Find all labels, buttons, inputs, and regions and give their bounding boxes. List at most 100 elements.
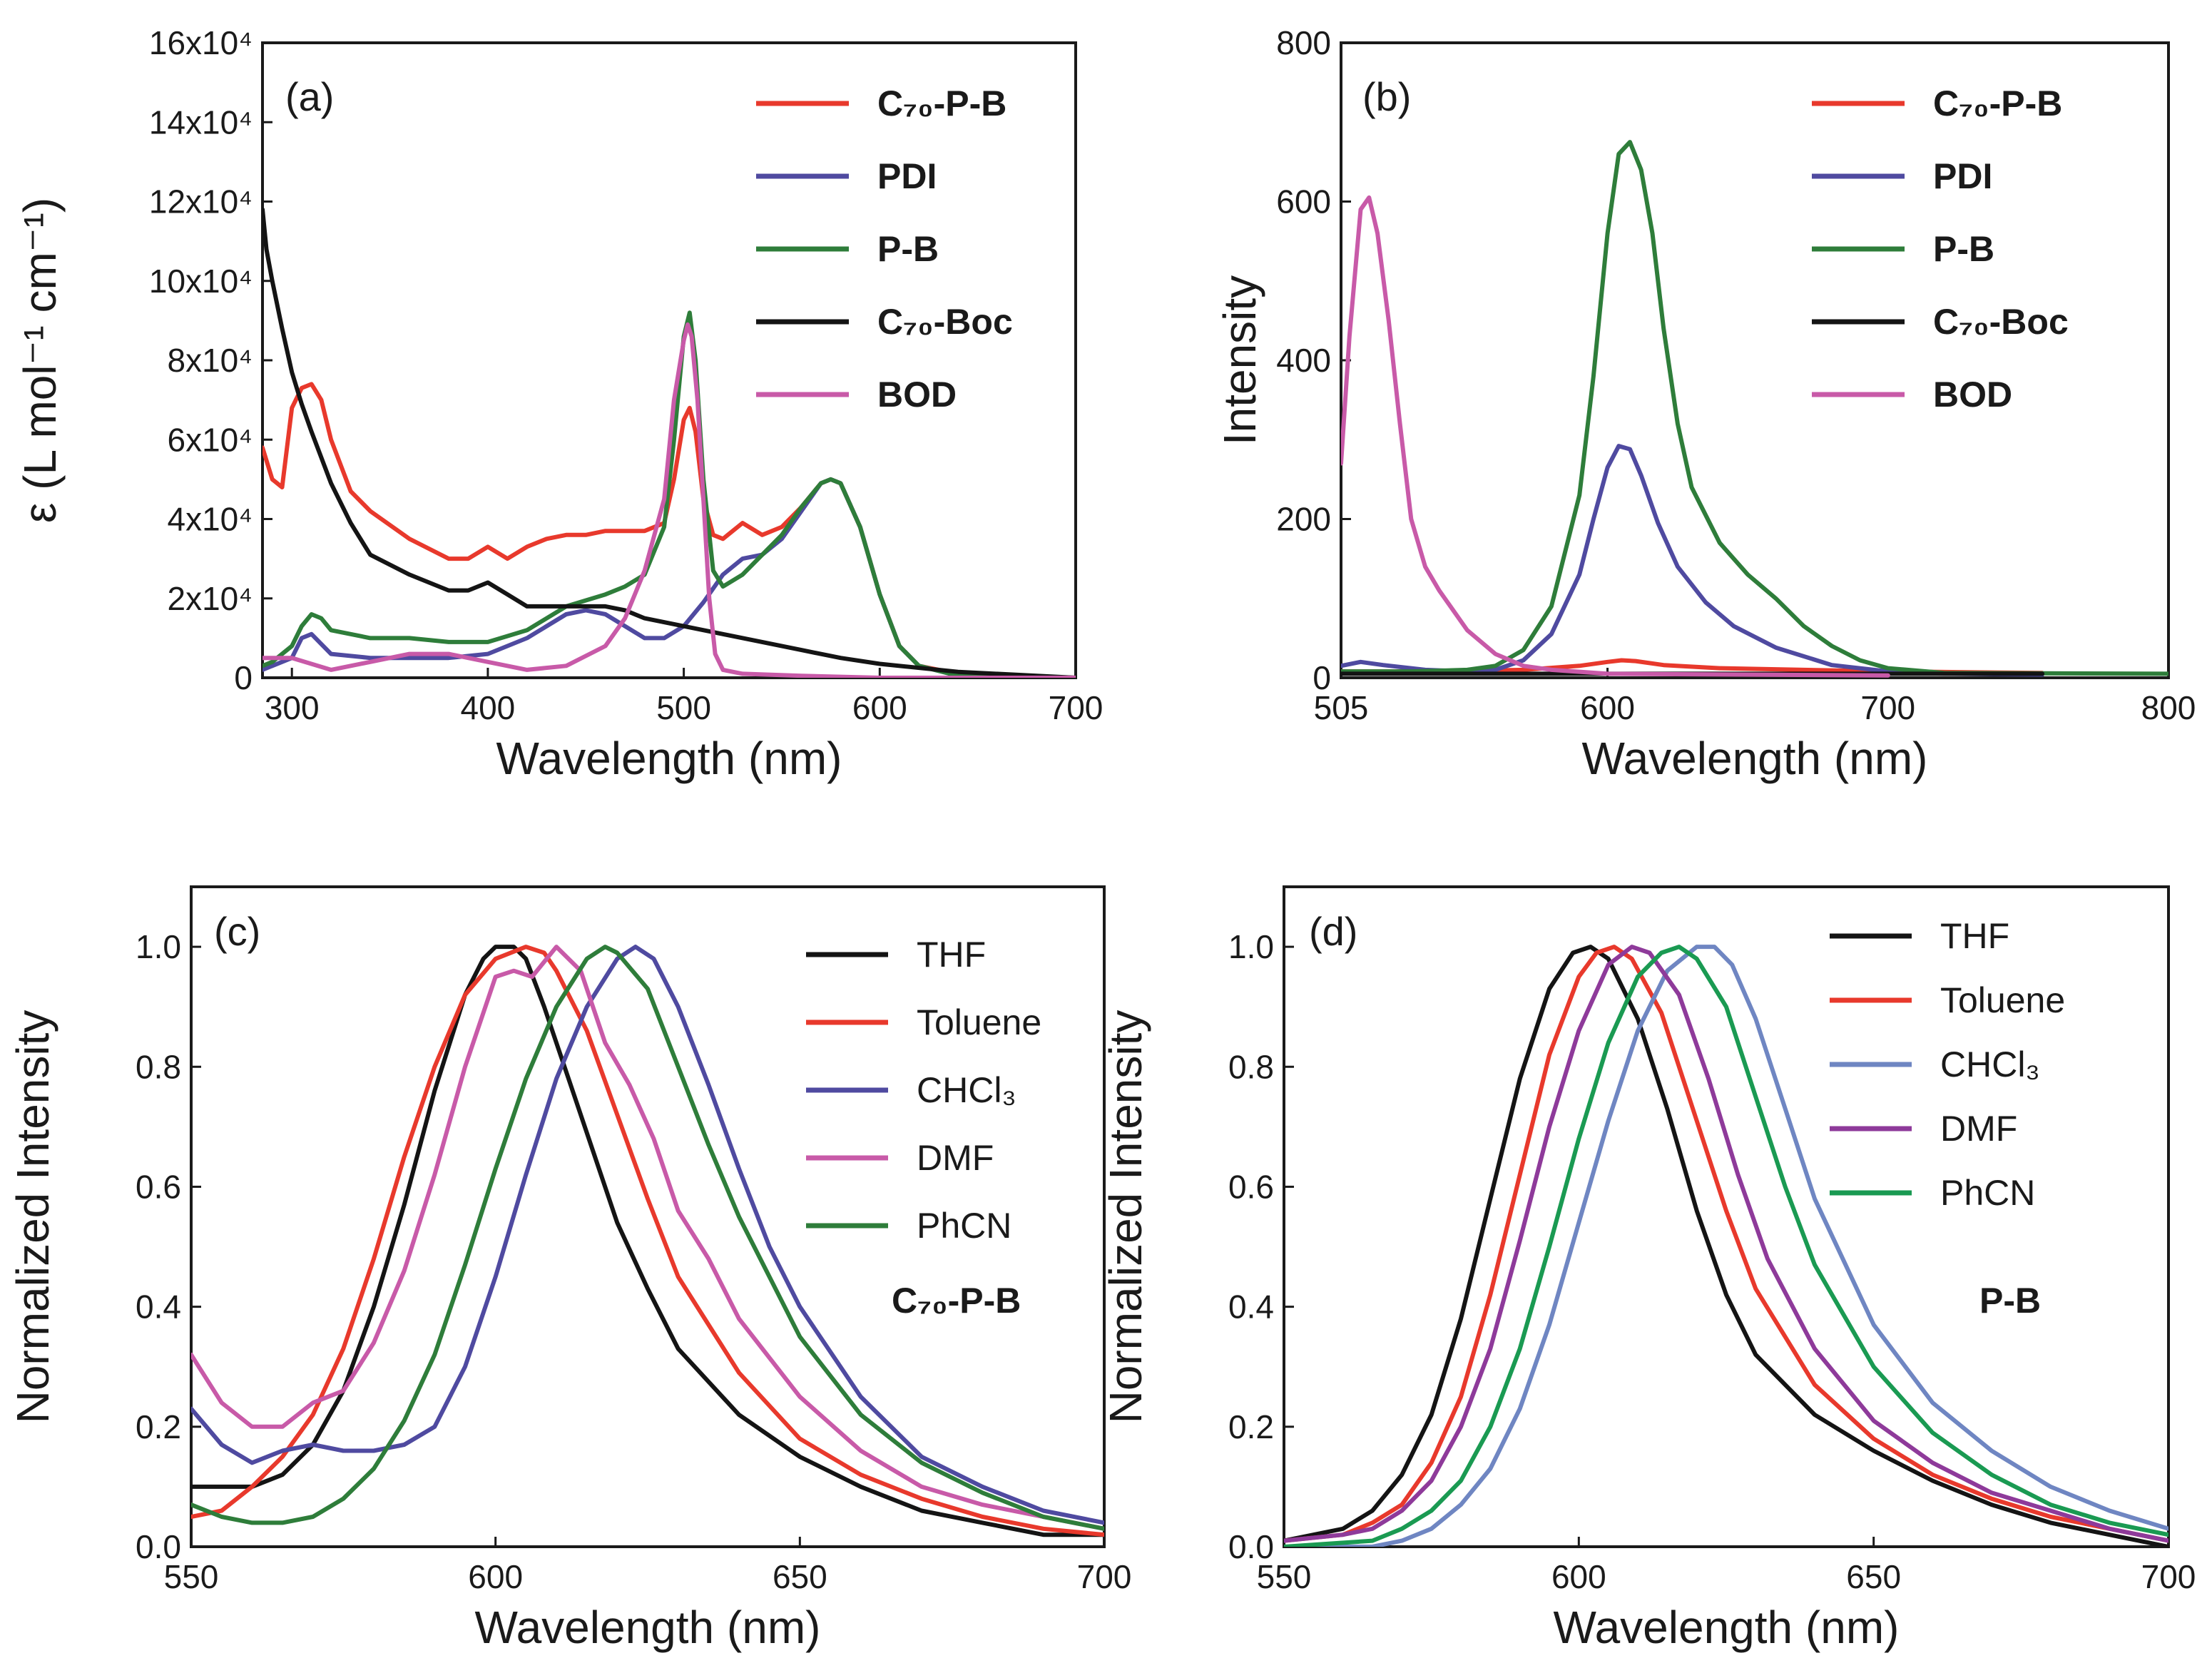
y-tick-label: 0.6 [136,1168,181,1205]
panel-a: 300 400 500 600 700 0 2x10⁴ 4x10⁴ 6x10⁴ 8x10⁴ 10x1… [14,24,1103,784]
panel-b: 505 600 700 800 0 200 400 600 800 Wavelength (nm)… [1214,24,2196,784]
y-tick-label: 8x10⁴ [167,342,253,379]
legend: THF Toluene CHCl₃ DMF PhCN [1830,916,2065,1213]
series-line-toluene [191,945,1104,1537]
panel-annotation: P-B [1979,1281,2041,1321]
x-tick-label: 700 [1049,689,1104,726]
legend: C₇₀-P-B PDI P-B C₇₀-Boc BOD [756,83,1013,415]
legend: THF Toluene CHCl₃ DMF PhCN [806,935,1041,1246]
legend-label: P-B [1933,229,1994,269]
legend-label: C₇₀-P-B [877,83,1006,123]
legend-label: BOD [1933,375,2012,415]
x-tick-label: 600 [1580,689,1635,726]
legend-label: THF [1940,916,2009,956]
series-line-thf [1284,945,2168,1547]
y-axis-label: Intensity [1214,275,1265,445]
legend-label: C₇₀-Boc [877,302,1013,342]
y-tick-label: 4x10⁴ [167,501,253,538]
legend-label: PDI [1933,156,1992,196]
x-tick-label: 700 [1860,689,1915,726]
x-tick-label: 550 [164,1558,219,1595]
y-tick-label: 14x10⁴ [149,103,253,141]
y-tick-label: 0.2 [136,1408,181,1445]
y-tick-label: 0.8 [136,1048,181,1085]
y-axis-label: Normalized Intensity [1100,1010,1151,1424]
plot-frame [261,41,1077,679]
y-tick-label: 0 [234,659,253,696]
x-tick-label: 550 [1257,1558,1312,1595]
series-line-phcn [1284,945,2168,1547]
legend-label: Toluene [917,1002,1041,1042]
x-tick-label: 800 [2141,689,2196,726]
series-line-toluene [1284,945,2168,1543]
y-tick-label: 10x10⁴ [149,263,253,300]
y-tick-label: 600 [1276,183,1331,220]
x-tick-label: 600 [468,1558,523,1595]
series-line-bod [1341,195,1890,678]
series-line-chcl- [191,945,1104,1525]
y-tick-label: 0.0 [136,1528,181,1565]
y-axis-label: ε (L mol⁻¹ cm⁻¹) [14,198,66,523]
y-tick-label: 1.0 [136,928,181,965]
series-group [1284,945,2168,1547]
x-tick-label: 650 [773,1558,827,1595]
series-line-c-boc [263,207,1076,678]
plot-frame [1283,885,2170,1548]
y-tick-label: 1.0 [1228,928,1274,965]
legend-label: P-B [877,229,939,269]
x-tick-label: 600 [852,689,907,726]
legend: C₇₀-P-B PDI P-B C₇₀-Boc BOD [1812,83,2069,415]
series-line-thf [191,945,1104,1537]
plot-frame [190,885,1106,1548]
y-tick-label: 2x10⁴ [167,580,253,617]
x-axis-label: Wavelength (nm) [496,733,842,784]
series-line-bod [263,322,1076,678]
series-line-dmf [191,945,1104,1531]
legend-label: CHCl₃ [1940,1044,2040,1084]
series-group [191,945,1104,1537]
y-tick-label: 12x10⁴ [149,183,253,220]
legend-label: DMF [1940,1109,2017,1149]
legend-label: BOD [877,375,957,415]
x-tick-label: 700 [2141,1558,2196,1595]
y-tick-label: 0.4 [1228,1288,1274,1326]
panel-c: 550 600 650 700 0.0 0.2 0.4 0.6 0.8 1.0 Wavelength… [7,885,1131,1653]
x-tick-label: 300 [265,689,320,726]
panel-annotation: C₇₀-P-B [892,1281,1021,1321]
legend-label: PhCN [1940,1173,2035,1213]
y-tick-label: 0.8 [1228,1048,1274,1085]
series-group [263,207,1076,678]
y-tick-label: 6x10⁴ [167,421,253,458]
series-line-phcn [191,945,1104,1531]
series-line-p-b [1341,140,2168,676]
x-tick-label: 600 [1551,1558,1606,1595]
legend-label: THF [917,935,986,975]
y-tick-label: 0.4 [136,1288,181,1326]
panel-label: (a) [285,74,334,119]
legend-label: PDI [877,156,937,196]
series-line-chcl- [1284,945,2168,1547]
series-group [1341,140,2168,678]
x-tick-label: 500 [656,689,711,726]
x-axis-label: Wavelength (nm) [1554,1602,1900,1653]
panel-label: (c) [214,909,260,954]
legend-label: C₇₀-P-B [1933,83,2062,123]
legend-label: Toluene [1940,980,2065,1020]
x-tick-label: 650 [1846,1558,1901,1595]
panel-d: 550 600 650 700 0.0 0.2 0.4 0.6 0.8 1.0 Wavelength… [1100,885,2196,1653]
y-tick-label: 0.6 [1228,1168,1274,1205]
legend-label: DMF [917,1138,994,1178]
panel-label: (d) [1309,909,1357,954]
y-tick-label: 0.2 [1228,1408,1274,1445]
y-tick-label: 0 [1313,659,1331,696]
legend-label: CHCl₃ [917,1070,1016,1110]
series-line-dmf [1284,945,2168,1543]
x-tick-label: 400 [461,689,516,726]
y-tick-label: 16x10⁴ [149,24,253,61]
panel-label: (b) [1362,74,1411,119]
x-axis-label: Wavelength (nm) [1582,733,1928,784]
legend-label: C₇₀-Boc [1933,302,2069,342]
legend-label: PhCN [917,1206,1011,1246]
y-tick-label: 800 [1276,24,1331,61]
